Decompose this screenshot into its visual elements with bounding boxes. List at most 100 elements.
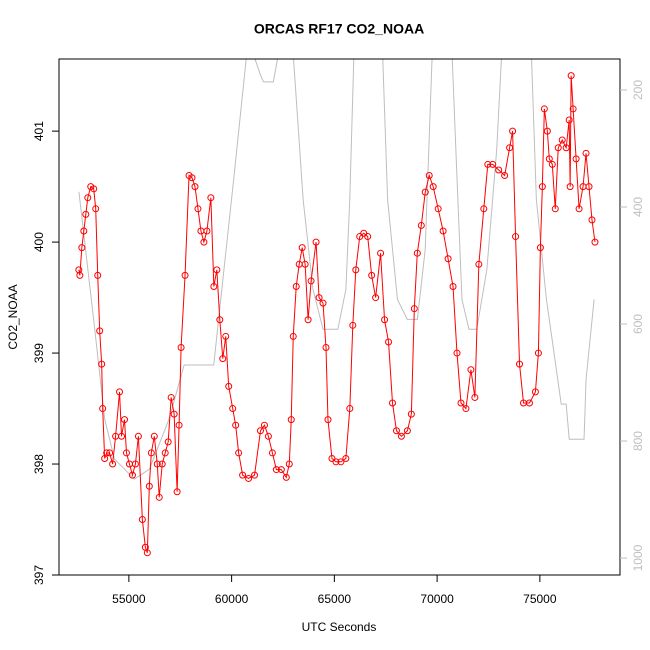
- y-axis-label: CO2_NOAA: [6, 284, 20, 349]
- data-point: [200, 238, 208, 246]
- data-point: [495, 166, 503, 174]
- data-point: [170, 410, 178, 418]
- data-point: [421, 188, 429, 196]
- data-point: [322, 344, 330, 352]
- data-point: [591, 238, 599, 246]
- data-point: [467, 366, 475, 374]
- data-point: [213, 266, 221, 274]
- data-point: [475, 260, 483, 268]
- data-point: [417, 221, 425, 229]
- data-point: [349, 321, 357, 329]
- data-point: [332, 458, 340, 466]
- data-point: [177, 344, 185, 352]
- data-point: [229, 405, 237, 413]
- data-point: [462, 405, 470, 413]
- data-point: [245, 474, 253, 482]
- data-point: [388, 399, 396, 407]
- data-point: [501, 172, 509, 180]
- data-point: [216, 316, 224, 324]
- data-point: [572, 155, 580, 163]
- data-point: [565, 116, 573, 124]
- data-point: [173, 488, 181, 496]
- data-point: [377, 249, 385, 257]
- y-tick-label: 400: [32, 232, 46, 252]
- data-point: [138, 516, 146, 524]
- data-point: [239, 471, 247, 479]
- data-point: [272, 466, 280, 474]
- y2-tick-label: 200: [631, 80, 645, 100]
- data-point: [324, 416, 332, 424]
- data-point: [319, 299, 327, 307]
- data-point: [191, 183, 199, 191]
- data-point: [509, 127, 517, 135]
- data-point: [121, 416, 129, 424]
- data-point: [566, 183, 574, 191]
- data-point: [531, 388, 539, 396]
- data-point: [106, 449, 114, 457]
- chart-title: ORCAS RF17 CO2_NOAA: [254, 21, 424, 37]
- y2-tick-label: 1000: [631, 544, 645, 571]
- data-point: [434, 205, 442, 213]
- x-tick-label: 65000: [318, 592, 352, 606]
- data-point: [109, 460, 117, 468]
- data-point: [251, 471, 259, 479]
- data-point: [134, 432, 142, 440]
- y-series-layer: [75, 72, 599, 557]
- data-point: [385, 338, 393, 346]
- data-point: [164, 438, 172, 446]
- data-point: [346, 405, 354, 413]
- data-point: [413, 249, 421, 257]
- data-point: [80, 227, 88, 235]
- data-point: [301, 260, 309, 268]
- data-point: [188, 174, 196, 182]
- data-point: [90, 185, 98, 193]
- data-point: [150, 432, 158, 440]
- data-point: [147, 449, 155, 457]
- data-point: [116, 388, 124, 396]
- data-point: [210, 282, 218, 290]
- data-point: [282, 473, 290, 481]
- data-point: [567, 72, 575, 80]
- data-point: [82, 210, 90, 218]
- data-point: [158, 460, 166, 468]
- data-point: [235, 449, 243, 457]
- data-point: [128, 471, 136, 479]
- data-point: [312, 238, 320, 246]
- data-point: [534, 349, 542, 357]
- y2-tick-label: 600: [631, 314, 645, 334]
- data-point: [480, 205, 488, 213]
- data-point: [98, 360, 106, 368]
- data-point: [292, 282, 300, 290]
- data-point: [506, 144, 514, 152]
- data-point: [337, 458, 345, 466]
- data-point: [194, 205, 202, 213]
- data-point: [298, 244, 306, 252]
- data-point: [307, 277, 315, 285]
- data-point: [167, 393, 175, 401]
- y2-tick-label: 400: [631, 197, 645, 217]
- data-point: [457, 399, 465, 407]
- data-point: [548, 160, 556, 168]
- data-point: [575, 205, 583, 213]
- data-point: [540, 105, 548, 113]
- data-point: [96, 327, 104, 335]
- plot-box: [58, 58, 621, 576]
- data-point: [304, 316, 312, 324]
- data-point: [588, 216, 596, 224]
- data-line: [78, 75, 596, 553]
- y-tick-label: 398: [32, 454, 46, 474]
- data-point: [562, 144, 570, 152]
- data-point: [264, 432, 272, 440]
- data-point: [525, 399, 533, 407]
- data-point: [444, 255, 452, 263]
- data-point: [260, 421, 268, 429]
- data-point: [381, 316, 389, 324]
- data-point: [225, 382, 233, 390]
- data-point: [407, 410, 415, 418]
- data-point: [392, 427, 400, 435]
- y-tick-label: 397: [32, 565, 46, 585]
- data-point: [285, 460, 293, 468]
- x-axis-label: UTC Seconds: [302, 620, 377, 634]
- x-tick-label: 75000: [523, 592, 557, 606]
